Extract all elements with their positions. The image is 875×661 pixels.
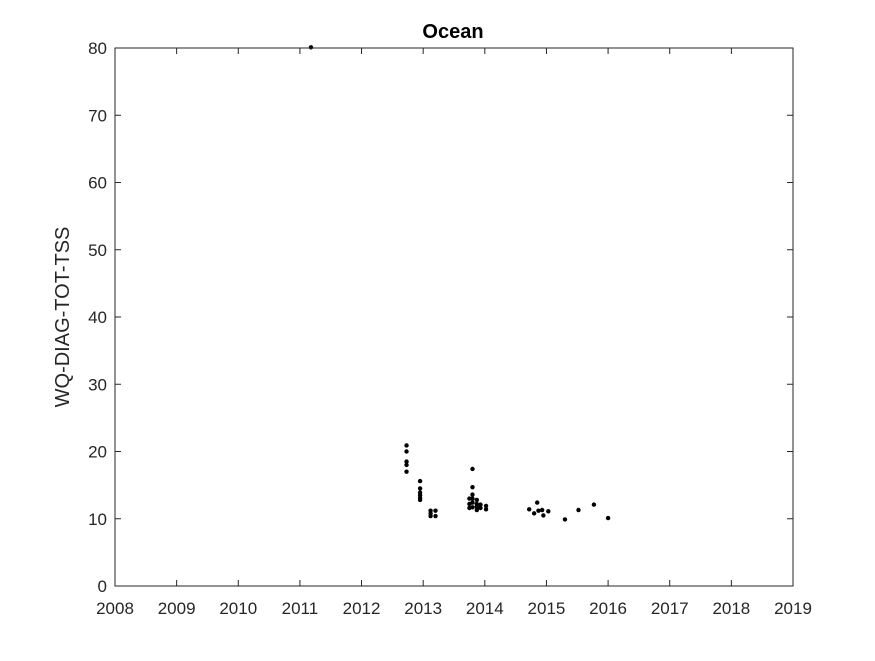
y-axis-label: WQ-DIAG-TOT-TSS bbox=[52, 227, 74, 408]
y-tick-label: 80 bbox=[88, 39, 107, 58]
x-tick-label: 2019 bbox=[774, 599, 812, 618]
x-tick-label: 2017 bbox=[651, 599, 689, 618]
data-point bbox=[308, 45, 314, 50]
data-point bbox=[470, 496, 475, 501]
data-point bbox=[404, 459, 409, 464]
data-point bbox=[404, 462, 409, 468]
data-point bbox=[483, 507, 489, 512]
data-point bbox=[526, 507, 532, 512]
y-tick-label: 10 bbox=[88, 510, 107, 529]
x-tick-label: 2008 bbox=[96, 599, 134, 618]
data-point bbox=[576, 507, 581, 513]
data-point bbox=[467, 496, 472, 501]
x-axis-ticks: 2008 2009 2010 2011 2012 2013 2014 2015 2016 2017… bbox=[96, 48, 812, 618]
data-point bbox=[474, 504, 480, 509]
data-point bbox=[404, 443, 409, 448]
data-point bbox=[470, 500, 475, 505]
data-point bbox=[474, 497, 480, 503]
data-point bbox=[470, 505, 475, 510]
data-point bbox=[417, 486, 423, 491]
y-tick-label: 20 bbox=[88, 443, 107, 462]
data-point bbox=[433, 513, 438, 519]
y-tick-label: 70 bbox=[88, 106, 107, 125]
x-tick-label: 2014 bbox=[466, 599, 504, 618]
y-tick-label: 0 bbox=[98, 577, 107, 596]
data-point bbox=[404, 449, 409, 454]
data-point bbox=[428, 513, 433, 519]
data-point bbox=[605, 515, 611, 521]
y-tick-label: 40 bbox=[88, 308, 107, 327]
chart-title: Ocean bbox=[422, 21, 483, 43]
x-tick-label: 2009 bbox=[158, 599, 196, 618]
x-tick-label: 2010 bbox=[219, 599, 257, 618]
data-point bbox=[562, 517, 568, 522]
y-axis-ticks: 0 10 20 30 40 50 60 70 80 bbox=[88, 39, 793, 596]
data-point bbox=[483, 503, 489, 509]
data-point bbox=[417, 497, 423, 503]
data-point bbox=[541, 513, 546, 518]
data-point bbox=[470, 466, 475, 472]
data-point bbox=[535, 500, 540, 505]
x-tick-label: 2012 bbox=[343, 599, 381, 618]
x-tick-label: 2016 bbox=[589, 599, 627, 618]
data-point bbox=[546, 509, 551, 514]
data-point bbox=[470, 484, 475, 490]
data-point bbox=[433, 508, 438, 513]
data-point bbox=[404, 469, 409, 474]
data-point bbox=[591, 502, 597, 507]
x-tick-label: 2013 bbox=[404, 599, 442, 618]
data-point bbox=[474, 507, 480, 513]
data-points bbox=[308, 45, 611, 522]
x-tick-label: 2015 bbox=[528, 599, 566, 618]
x-tick-label: 2018 bbox=[712, 599, 750, 618]
data-point bbox=[536, 508, 541, 513]
x-tick-label: 2011 bbox=[282, 599, 319, 618]
data-point bbox=[478, 502, 483, 507]
data-point bbox=[531, 511, 537, 516]
data-point bbox=[478, 505, 483, 511]
data-point bbox=[417, 478, 423, 484]
y-tick-label: 30 bbox=[88, 375, 107, 394]
y-tick-label: 50 bbox=[88, 241, 107, 260]
axes-background bbox=[115, 48, 793, 586]
data-point bbox=[470, 492, 475, 497]
data-point bbox=[539, 507, 545, 513]
y-tick-label: 60 bbox=[88, 174, 107, 193]
